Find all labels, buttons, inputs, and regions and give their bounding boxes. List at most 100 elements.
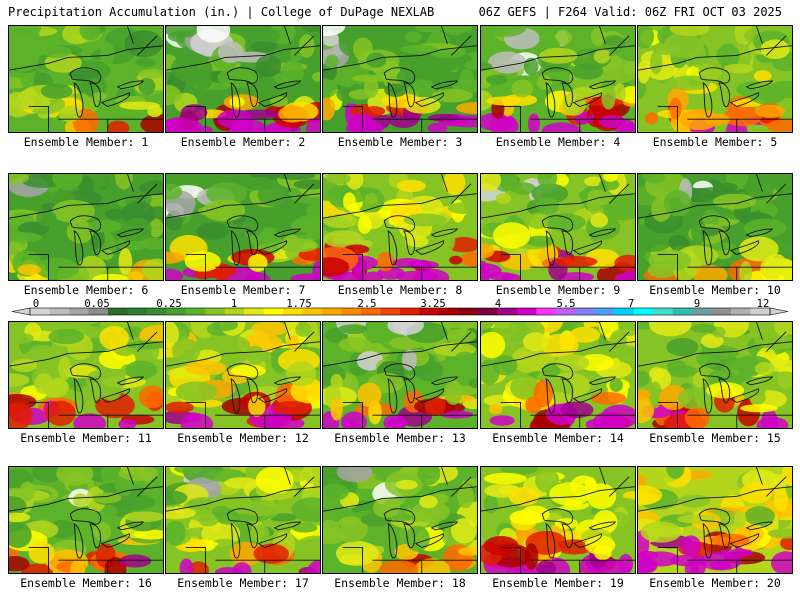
- precip-field: [638, 467, 792, 573]
- precip-field: [323, 26, 477, 132]
- ensemble-member-label: Ensemble Member: 6: [23, 283, 149, 297]
- ensemble-member-label: Ensemble Member: 12: [177, 431, 309, 445]
- colorbar-bin: [633, 308, 654, 315]
- colorbar-tick-label: 12: [756, 298, 770, 310]
- colorbar-tick-label: 0.25: [156, 298, 182, 310]
- precip-field: [481, 174, 635, 280]
- ensemble-member-map: [637, 321, 793, 429]
- precip-field: [481, 322, 635, 428]
- colorbar-bin: [731, 308, 751, 315]
- ensemble-member-map: [637, 466, 793, 574]
- colorbar-bin: [107, 308, 128, 315]
- ensemble-member-map: [322, 173, 478, 281]
- ensemble-member-map: [322, 466, 478, 574]
- colorbar-bin: [361, 308, 381, 315]
- colorbar-tick-label: 7: [627, 298, 635, 310]
- colorbar-bin: [185, 308, 206, 315]
- ensemble-member-label: Ensemble Member: 19: [492, 576, 624, 590]
- colorbar-bin: [750, 308, 771, 315]
- colorbar-bin: [166, 308, 187, 315]
- ensemble-member-label: Ensemble Member: 15: [649, 431, 781, 445]
- ensemble-member-label: Ensemble Member: 4: [495, 135, 621, 149]
- ensemble-member-label: Ensemble Member: 3: [337, 135, 463, 149]
- ensemble-member-label: Ensemble Member: 7: [180, 283, 306, 297]
- colorbar-low-arrow: [11, 307, 31, 316]
- colorbar-bin: [380, 308, 401, 315]
- ensemble-member-map: [480, 173, 636, 281]
- colorbar-bin: [497, 308, 518, 315]
- ensemble-member-map: [480, 25, 636, 133]
- ensemble-member-label: Ensemble Member: 2: [180, 135, 306, 149]
- ensemble-member-map: [165, 321, 321, 429]
- colorbar-tick-label: 9: [693, 298, 701, 310]
- ensemble-member-label: Ensemble Member: 10: [649, 283, 781, 297]
- ensemble-member-map: [165, 173, 321, 281]
- precip-field: [9, 322, 163, 428]
- colorbar-bin: [672, 308, 693, 315]
- ensemble-member-label: Ensemble Member: 11: [20, 431, 152, 445]
- colorbar-bin: [555, 308, 576, 315]
- colorbar-bin: [302, 308, 323, 315]
- colorbar-bin: [438, 308, 459, 315]
- precip-field: [323, 467, 477, 573]
- colorbar-bin: [653, 308, 673, 315]
- ensemble-member-map: [8, 321, 164, 429]
- colorbar-bin: [244, 308, 264, 315]
- ensemble-member-map: [8, 25, 164, 133]
- colorbar-bin: [419, 308, 440, 315]
- colorbar-bin: [400, 308, 420, 315]
- ensemble-member-map: [8, 466, 164, 574]
- ensemble-member-map: [637, 25, 793, 133]
- precip-field: [638, 322, 792, 428]
- colorbar-high-arrow: [769, 307, 789, 316]
- chart-title: Precipitation Accumulation (in.) | Colle…: [8, 5, 435, 19]
- ensemble-member-map: [165, 466, 321, 574]
- ensemble-member-map: [480, 321, 636, 429]
- colorbar-bin: [711, 308, 732, 315]
- precip-field: [166, 26, 320, 132]
- colorbar-tick-label: 4: [494, 298, 502, 310]
- precip-field: [166, 322, 320, 428]
- colorbar-bin: [594, 308, 615, 315]
- colorbar-tick-label: 0.05: [84, 298, 110, 310]
- precip-field: [9, 174, 163, 280]
- colorbar-bin: [30, 308, 50, 315]
- colorbar-bin: [536, 308, 557, 315]
- ensemble-member-label: Ensemble Member: 16: [20, 576, 152, 590]
- colorbar-bin: [88, 308, 109, 315]
- colorbar-bin: [146, 308, 167, 315]
- ensemble-member-label: Ensemble Member: 17: [177, 576, 309, 590]
- ensemble-member-map: [165, 25, 321, 133]
- precip-field: [638, 26, 792, 132]
- colorbar-bin: [49, 308, 70, 315]
- colorbar-tick-label: 2.5: [357, 298, 377, 310]
- precip-field: [481, 26, 635, 132]
- colorbar-bin: [224, 308, 245, 315]
- ensemble-member-label: Ensemble Member: 18: [334, 576, 466, 590]
- colorbar-bin: [458, 308, 479, 315]
- colorbar-bin: [127, 308, 148, 315]
- colorbar-bin: [477, 308, 498, 315]
- ensemble-member-label: Ensemble Member: 20: [649, 576, 781, 590]
- colorbar-bin: [322, 308, 342, 315]
- ensemble-member-label: Ensemble Member: 14: [492, 431, 624, 445]
- colorbar-bin: [692, 308, 712, 315]
- ensemble-member-label: Ensemble Member: 13: [334, 431, 466, 445]
- precip-field: [9, 467, 163, 573]
- colorbar-bin: [341, 308, 362, 315]
- precip-field: [166, 467, 320, 573]
- precip-colorbar: [11, 307, 789, 316]
- colorbar-tick-label: 0: [32, 298, 40, 310]
- ensemble-member-label: Ensemble Member: 5: [652, 135, 778, 149]
- colorbar-tick-label: 3.25: [420, 298, 446, 310]
- colorbar-bin: [516, 308, 537, 315]
- precip-field: [323, 174, 477, 280]
- precip-field: [323, 322, 477, 428]
- ensemble-member-map: [480, 466, 636, 574]
- colorbar-tick-label: 1.75: [286, 298, 312, 310]
- precip-field: [166, 174, 320, 280]
- ensemble-member-label: Ensemble Member: 8: [337, 283, 463, 297]
- ensemble-member-map: [637, 173, 793, 281]
- colorbar-tick-label: 1: [230, 298, 238, 310]
- ensemble-member-label: Ensemble Member: 9: [495, 283, 621, 297]
